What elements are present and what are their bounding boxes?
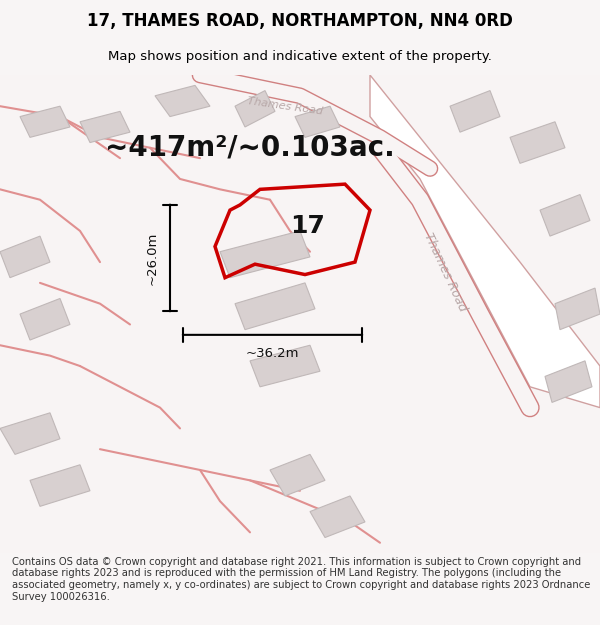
Polygon shape <box>235 283 315 329</box>
Text: Contains OS data © Crown copyright and database right 2021. This information is : Contains OS data © Crown copyright and d… <box>12 557 590 601</box>
Polygon shape <box>540 194 590 236</box>
Text: ~417m²/~0.103ac.: ~417m²/~0.103ac. <box>105 134 395 162</box>
Polygon shape <box>20 299 70 340</box>
Polygon shape <box>250 345 320 387</box>
Text: Thames Road: Thames Road <box>421 231 469 314</box>
Text: 17: 17 <box>290 214 325 238</box>
Polygon shape <box>295 106 340 138</box>
Text: ~26.0m: ~26.0m <box>146 231 158 284</box>
Text: Map shows position and indicative extent of the property.: Map shows position and indicative extent… <box>108 50 492 62</box>
Polygon shape <box>155 86 210 117</box>
Polygon shape <box>80 111 130 142</box>
Polygon shape <box>0 412 60 454</box>
Polygon shape <box>20 106 70 138</box>
Polygon shape <box>555 288 600 329</box>
Polygon shape <box>0 236 50 278</box>
Polygon shape <box>545 361 592 403</box>
Polygon shape <box>220 231 310 278</box>
Text: ~36.2m: ~36.2m <box>246 347 299 360</box>
Polygon shape <box>450 91 500 132</box>
Polygon shape <box>270 454 325 496</box>
Text: 17, THAMES ROAD, NORTHAMPTON, NN4 0RD: 17, THAMES ROAD, NORTHAMPTON, NN4 0RD <box>87 12 513 30</box>
Polygon shape <box>370 75 600 408</box>
Polygon shape <box>510 122 565 163</box>
Polygon shape <box>310 496 365 538</box>
Polygon shape <box>235 91 275 127</box>
Text: Thames Road: Thames Road <box>247 96 323 116</box>
Polygon shape <box>30 465 90 506</box>
